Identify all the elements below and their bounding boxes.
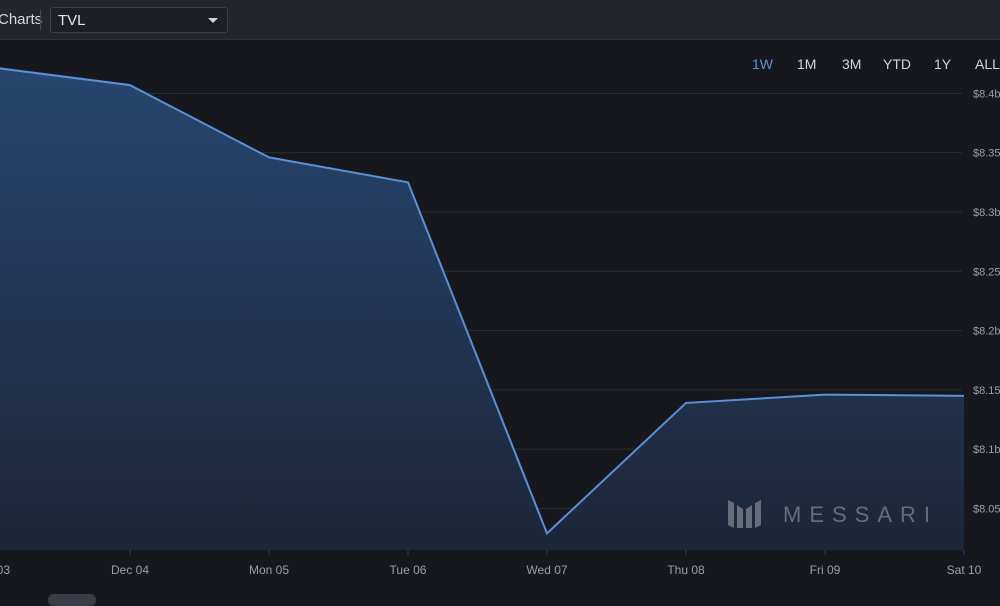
y-tick-label: $8.3b: [973, 207, 1000, 219]
y-axis-ticks: $8.4b $8.35b $8.3b $8.25b $8.2b $8.15b $8.1b $8…: [973, 88, 1000, 515]
x-tick-label: Tue 06: [390, 563, 427, 577]
y-tick-label: $8.35b: [973, 148, 1000, 160]
metric-select-value: TVL: [58, 12, 86, 29]
bottom-scroll-pill[interactable]: [48, 594, 96, 606]
range-3m-button[interactable]: 3M: [842, 56, 862, 72]
range-1m-button[interactable]: 1M: [797, 56, 817, 72]
y-tick-label: $8.25b: [973, 266, 1000, 278]
x-tick-label: Dec 03: [0, 563, 10, 577]
y-tick-label: $8.1b: [973, 444, 1000, 456]
series-line[interactable]: [0, 67, 965, 536]
x-tick-label: Fri 09: [810, 563, 841, 577]
x-tick-label: Sat 10: [947, 563, 982, 577]
x-tick-label: Mon 05: [249, 563, 289, 577]
range-1w-button[interactable]: 1W: [752, 56, 773, 72]
x-tick-label: Dec 04: [111, 563, 149, 577]
messari-watermark: MESSARI: [728, 500, 938, 528]
metric-select[interactable]: TVL: [50, 7, 228, 33]
range-selector: 1W 1M 3M YTD 1Y ALL: [0, 56, 1000, 76]
messari-logo-icon: [728, 500, 761, 528]
chevron-down-icon: [208, 18, 218, 23]
chart-toolbar: Charts TVL: [0, 0, 1000, 40]
y-tick-label: $8.4b: [973, 88, 1000, 100]
y-tick-label: $8.05b: [973, 503, 1000, 515]
range-all-button[interactable]: ALL: [975, 56, 1000, 72]
x-tick-label: Thu 08: [667, 563, 705, 577]
watermark-text: MESSARI: [783, 502, 938, 527]
area-fill: [0, 68, 964, 550]
y-tick-label: $8.15b: [973, 385, 1000, 397]
range-ytd-button[interactable]: YTD: [883, 56, 911, 72]
range-1y-button[interactable]: 1Y: [934, 56, 952, 72]
x-tick-label: Wed 07: [526, 563, 567, 577]
y-tick-label: $8.2b: [973, 326, 1000, 338]
x-axis-ticks: Dec 03 Dec 04 Mon 05 Tue 06 Wed 07 Thu 08 Fri …: [0, 550, 982, 577]
toolbar-divider: [40, 10, 41, 30]
charts-tab-label[interactable]: Charts: [0, 11, 43, 28]
